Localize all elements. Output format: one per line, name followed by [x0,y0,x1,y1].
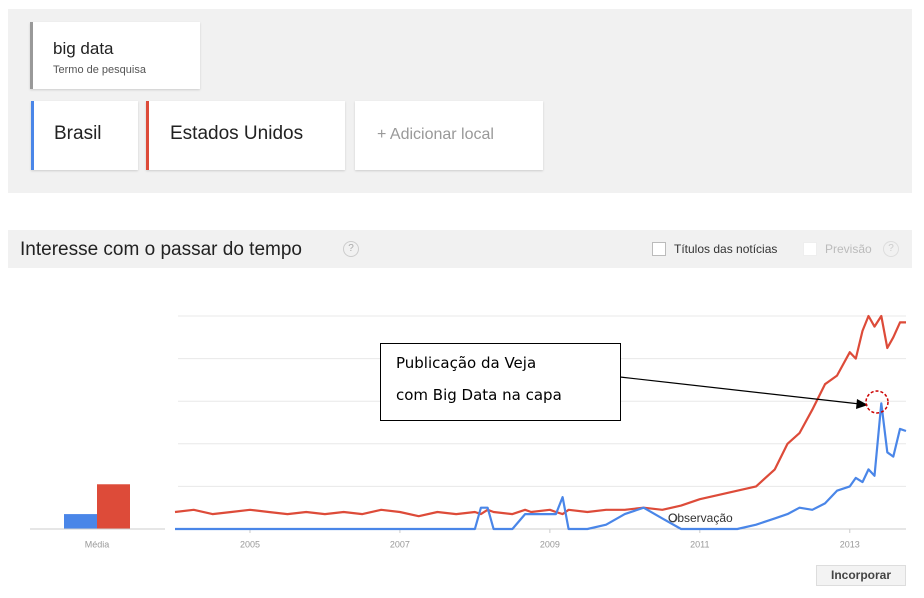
embed-button[interactable]: Incorporar [816,565,906,586]
search-panel: big data Termo de pesquisa Brasil Estado… [8,9,912,193]
search-term-card[interactable]: big data Termo de pesquisa [30,22,200,89]
add-location-label: + Adicionar local [377,126,494,143]
x-tick-label: 2005 [240,539,260,549]
annotation-arrow [619,376,861,405]
x-tick-label: 2007 [390,539,410,549]
x-tick-label: 2009 [540,539,560,549]
location-card[interactable]: Brasil [31,101,138,170]
search-term-label: Termo de pesquisa [53,64,146,76]
checkbox [803,242,817,256]
help-icon[interactable]: ? [883,241,899,257]
checkbox[interactable] [652,242,666,256]
help-icon[interactable]: ? [343,241,359,257]
arrow-head [856,399,868,409]
bar [64,514,97,529]
marker-label: Observação [668,511,733,525]
bar [97,484,130,529]
annotation-line: com Big Data na capa [396,386,562,404]
x-tick-label: 2013 [840,539,860,549]
highlight-circle [865,390,889,414]
section-header: Interesse com o passar do tempo ? Título… [8,230,912,268]
location-card[interactable]: Estados Unidos [146,101,345,170]
location-name: Estados Unidos [170,123,304,144]
forecast-label: Previsão [825,242,872,256]
x-tick-label: Média [85,539,110,549]
annotation-line: Publicação da Veja [396,354,537,372]
search-term: big data [53,39,114,58]
x-tick-label: 2011 [690,539,709,549]
annotation-box: Publicação da Veja com Big Data na capa [380,343,621,421]
add-location[interactable]: + Adicionar local [355,101,543,170]
location-name: Brasil [54,123,102,144]
marker-icon [668,513,678,523]
news-headlines-label: Títulos das notícias [674,242,778,256]
section-title: Interesse com o passar do tempo [20,239,302,260]
line-series [175,402,907,531]
